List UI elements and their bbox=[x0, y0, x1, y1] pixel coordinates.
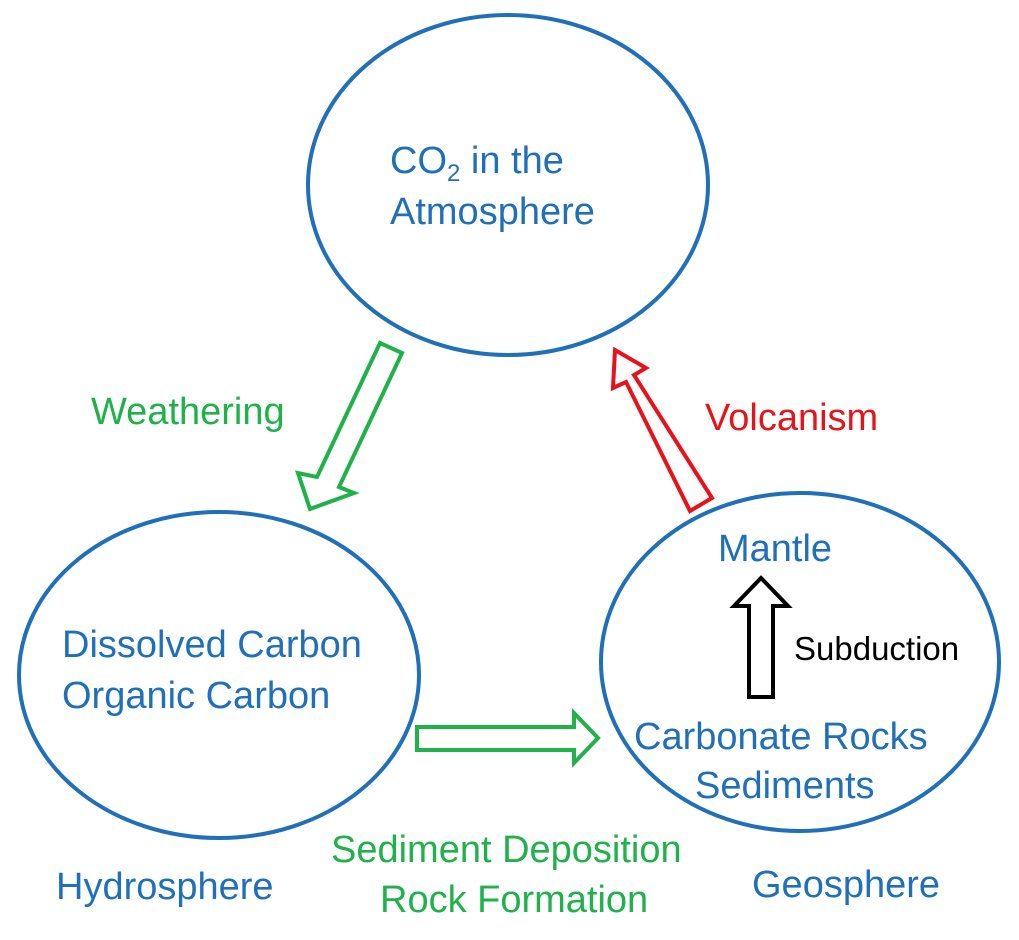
subduction-label: Subduction bbox=[794, 630, 959, 667]
atmosphere-node bbox=[306, 13, 710, 357]
geosphere-sphere-label: Geosphere bbox=[752, 864, 940, 906]
weathering-arrow bbox=[295, 340, 405, 512]
atmosphere-label-line1: CO2 in the bbox=[390, 140, 564, 187]
subduction-arrow bbox=[729, 575, 793, 699]
weathering-label: Weathering bbox=[91, 391, 285, 433]
geosphere-label-line1: Carbonate Rocks bbox=[634, 716, 928, 758]
geosphere-label-line2: Sediments bbox=[695, 765, 875, 807]
co2-subscript: 2 bbox=[447, 160, 460, 187]
volcanism-arrow bbox=[610, 346, 715, 514]
volcanism-label: Volcanism bbox=[705, 397, 878, 439]
hydrosphere-label-line1: Dissolved Carbon bbox=[62, 624, 362, 666]
hydrosphere-sphere-label: Hydrosphere bbox=[56, 866, 274, 908]
deposition-label-line2: Rock Formation bbox=[380, 879, 648, 921]
geosphere-mantle-label: Mantle bbox=[718, 528, 832, 570]
deposition-arrow bbox=[415, 708, 601, 768]
atmosphere-label-line2: Atmosphere bbox=[390, 191, 595, 233]
hydrosphere-node bbox=[17, 510, 421, 840]
deposition-label-line1: Sediment Deposition bbox=[331, 829, 682, 871]
co2-prefix: CO bbox=[390, 140, 447, 182]
co2-suffix: in the bbox=[460, 140, 564, 182]
geosphere-node bbox=[599, 491, 1001, 833]
hydrosphere-label-line2: Organic Carbon bbox=[62, 675, 330, 717]
